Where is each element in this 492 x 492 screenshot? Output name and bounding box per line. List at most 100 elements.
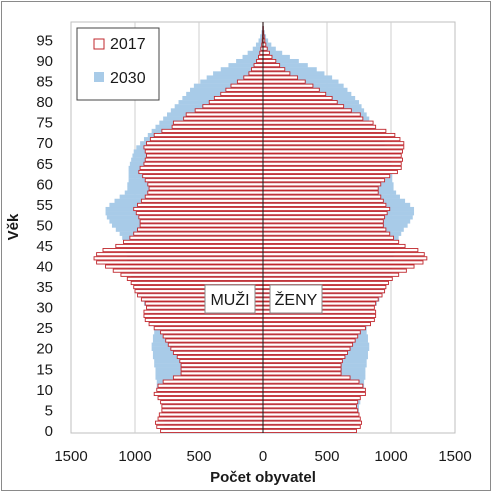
- bar-2017-male-age-61: [144, 178, 264, 183]
- bar-2017-male-age-28: [143, 313, 264, 318]
- bar-2017-male-age-77: [185, 112, 264, 117]
- bar-2017-male-age-88: [251, 67, 264, 72]
- bar-2017-male-age-16: [180, 363, 264, 368]
- bar-2017-male-age-59: [148, 186, 264, 191]
- bar-2017-female-age-86: [262, 75, 299, 80]
- bar-2017-female-age-50: [262, 223, 384, 228]
- bar-2030-male-age-95: [258, 38, 263, 43]
- bar-2017-female-age-60: [262, 182, 382, 187]
- bar-2017-female-age-38: [262, 272, 400, 277]
- bar-2017-female-age-72: [262, 132, 396, 138]
- bar-2017-male-age-71: [149, 137, 264, 142]
- bar-2017-male-age-48: [133, 231, 264, 236]
- bar-2017-male-age-84: [230, 83, 264, 88]
- bar-2030-male-age-86: [206, 75, 263, 80]
- bar-2017-female-age-49: [262, 227, 387, 232]
- bar-2017-female-age-4: [262, 412, 360, 417]
- bar-2017-female-age-91: [262, 54, 273, 59]
- bar-2017-female-age-2: [262, 420, 363, 425]
- bar-2017-female-age-53: [262, 211, 388, 216]
- bar-2017-male-age-73: [161, 128, 264, 133]
- bar-2017-female-age-59: [262, 186, 379, 191]
- bar-2017-male-age-55: [137, 202, 264, 207]
- y-tick-label-45: 45: [36, 238, 53, 255]
- bar-2017-male-age-41: [96, 260, 264, 265]
- bar-2017-female-age-81: [262, 95, 333, 101]
- y-tick-label-5: 5: [45, 402, 53, 419]
- bar-2017-male-age-52: [138, 215, 264, 220]
- bar-2017-female-age-77: [262, 112, 361, 117]
- bar-2017-female-age-28: [262, 313, 377, 318]
- bar-2017-male-age-45: [115, 243, 264, 249]
- bar-2017-female-age-87: [262, 71, 291, 76]
- y-tick-label-25: 25: [36, 320, 53, 337]
- bar-2017-female-age-92: [262, 50, 270, 55]
- bar-2017-female-age-70: [262, 141, 405, 146]
- bar-2017-female-age-68: [262, 149, 403, 154]
- bar-2017-male-age-42: [93, 256, 264, 261]
- bar-2017-female-age-0: [262, 428, 357, 433]
- bar-2017-female-age-51: [262, 219, 384, 224]
- bar-2030-female-age-93: [263, 46, 276, 51]
- side-label-female: ŽENY: [269, 284, 323, 314]
- bar-2017-female-age-69: [262, 145, 405, 150]
- bar-2017-male-age-26: [148, 322, 264, 327]
- y-axis-title: Věk: [5, 213, 22, 240]
- x-tick-label-6: 1500: [438, 448, 471, 465]
- bar-2030-male-age-91: [242, 54, 263, 60]
- bar-2017-female-age-22: [262, 338, 356, 343]
- bar-2017-male-age-4: [158, 412, 264, 417]
- x-tick-label-0: 1500: [54, 448, 87, 465]
- bar-2030-male-age-92: [247, 50, 263, 56]
- bar-2017-male-age-70: [146, 141, 264, 146]
- bar-2017-male-age-27: [144, 317, 264, 323]
- bar-2017-male-age-51: [139, 219, 264, 224]
- bar-2017-female-age-62: [262, 174, 391, 179]
- bar-2017-female-age-18: [262, 354, 346, 360]
- bar-2017-male-age-6: [161, 404, 264, 409]
- bar-2017-female-age-57: [262, 194, 382, 199]
- bar-2017-female-age-21: [262, 342, 354, 347]
- bar-2017-male-age-81: [213, 95, 264, 101]
- bar-2017-female-age-75: [262, 120, 374, 125]
- x-tick-label-2: 500: [186, 448, 211, 465]
- bar-2017-male-age-2: [155, 420, 264, 425]
- bar-2017-female-age-44: [262, 248, 419, 253]
- y-tick-label-55: 55: [36, 197, 53, 214]
- bar-2017-male-age-12: [162, 379, 264, 384]
- bar-2017-female-age-41: [262, 260, 424, 265]
- bar-2030-female-age-95: [263, 38, 269, 43]
- bar-2017-male-age-80: [208, 100, 264, 105]
- bar-2017-male-age-68: [144, 149, 264, 154]
- bar-2017-male-age-20: [170, 346, 264, 351]
- bar-2017-male-age-1: [156, 424, 264, 429]
- bar-2017-female-age-14: [262, 371, 342, 376]
- bar-2017-female-age-89: [262, 63, 281, 68]
- bar-2017-female-age-13: [262, 375, 351, 380]
- x-tick-label-4: 500: [314, 448, 339, 465]
- legend-label-2017: 2017: [110, 36, 146, 53]
- bar-2030-female-age-87: [263, 71, 325, 76]
- bar-2030-female-age-88: [263, 67, 317, 72]
- y-tick-label-75: 75: [36, 115, 53, 132]
- y-tick-label-70: 70: [36, 135, 53, 152]
- bar-2017-male-age-0: [160, 428, 264, 433]
- bar-2017-male-age-62: [142, 174, 264, 179]
- bar-2017-male-age-47: [129, 235, 264, 240]
- bar-2017-female-age-42: [262, 256, 428, 261]
- y-tick-label-65: 65: [36, 156, 53, 173]
- bar-2030-female-age-94: [263, 42, 272, 47]
- bar-2017-female-age-88: [262, 67, 286, 72]
- bar-2017-female-age-85: [262, 79, 306, 84]
- bar-2017-female-age-46: [262, 239, 400, 244]
- bar-2017-male-age-40: [105, 264, 264, 269]
- bar-2017-female-age-15: [262, 367, 342, 372]
- y-tick-labels: 0 5 10 15 20 25 30 35 40 45 50 55 60 65 70 75 80 85 90 95: [36, 32, 53, 439]
- bar-2017-male-age-64: [139, 165, 264, 170]
- bar-2030-female-age-89: [263, 63, 308, 68]
- bar-2017-male-age-50: [139, 223, 264, 228]
- legend: 2017 2030: [76, 27, 160, 101]
- bar-2017-male-age-24: [160, 330, 264, 335]
- bar-2017-male-age-85: [236, 79, 264, 84]
- bar-2017-male-age-38: [120, 272, 264, 277]
